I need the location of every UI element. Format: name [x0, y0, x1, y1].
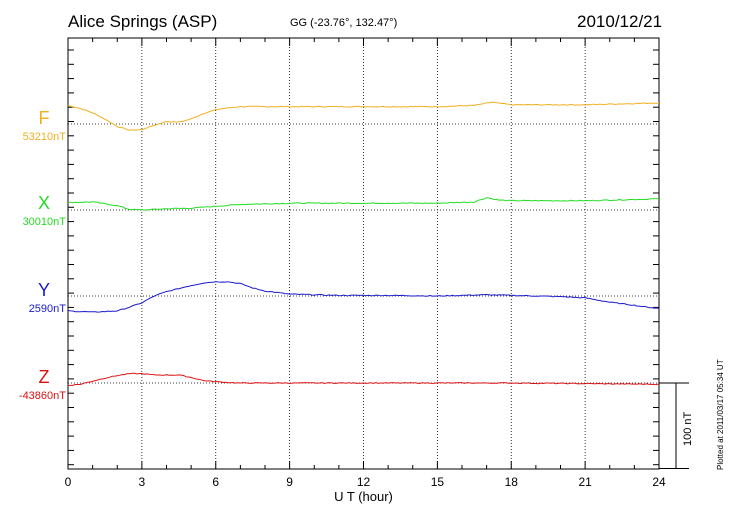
plotted-timestamp: Plotted at 2011/03/17 05:34 UT: [716, 359, 725, 470]
x-tick-label: 0: [65, 475, 72, 489]
chart-date: 2010/12/21: [577, 12, 663, 31]
channel-label-y: Y: [37, 280, 50, 300]
x-tick-label: 24: [652, 475, 666, 489]
x-axis-label: U T (hour): [334, 489, 393, 504]
series-line-z: [67, 372, 660, 386]
channel-label-z: Z: [38, 367, 50, 387]
series-line-y: [67, 281, 660, 313]
x-tick-label: 12: [357, 475, 371, 489]
series-line-x: [67, 197, 660, 211]
series-line-f: [67, 101, 660, 131]
channel-label-f: F: [38, 108, 50, 128]
x-tick-label: 6: [212, 475, 219, 489]
x-tick-label: 15: [431, 475, 445, 489]
station-title: Alice Springs (ASP): [68, 12, 218, 31]
channel-baseline-x: 30010nT: [22, 216, 66, 228]
scale-bar-label: 100 nT: [682, 411, 694, 446]
channel-baseline-f: 53210nT: [22, 131, 66, 143]
station-coordinates: GG (-23.76°, 132.47°): [290, 17, 398, 29]
x-tick-label: 18: [505, 475, 519, 489]
x-tick-label: 9: [286, 475, 293, 489]
channel-baseline-y: 2590nT: [28, 303, 66, 315]
x-tick-label: 21: [578, 475, 592, 489]
channel-baseline-z: -43860nT: [18, 390, 66, 402]
x-tick-label: 3: [139, 475, 146, 489]
channel-label-x: X: [37, 193, 50, 213]
